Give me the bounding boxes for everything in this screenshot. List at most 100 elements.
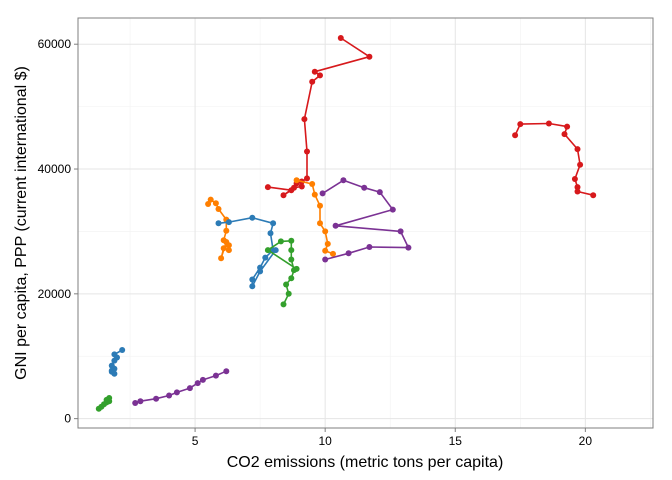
data-point	[577, 161, 584, 168]
series-1	[512, 120, 597, 199]
data-point	[322, 247, 329, 254]
data-point	[309, 78, 316, 85]
data-point	[249, 276, 256, 283]
data-point	[267, 230, 274, 237]
x-tick-label: 10	[318, 434, 332, 448]
data-point	[215, 206, 222, 212]
data-point	[337, 35, 344, 41]
data-point	[103, 396, 110, 403]
data-point	[288, 256, 295, 263]
x-tick-label: 15	[449, 434, 463, 448]
data-point	[119, 347, 126, 353]
major-gridlines	[78, 18, 653, 428]
x-tick-label: 5	[192, 434, 199, 448]
data-point	[272, 247, 279, 254]
y-axis-title: GNI per capita, PPP (current internation…	[13, 66, 30, 380]
data-point	[298, 183, 305, 190]
data-point	[166, 392, 173, 399]
data-point	[311, 191, 318, 198]
x-axis-ticks: 5 10 15 20	[192, 428, 593, 448]
series-8	[319, 177, 412, 263]
data-point	[288, 237, 295, 244]
data-point	[225, 219, 232, 226]
data-point	[317, 220, 323, 227]
data-point	[322, 256, 329, 263]
plot-background	[78, 18, 653, 428]
data-point	[215, 220, 222, 227]
data-point	[262, 254, 269, 261]
data-point	[366, 244, 373, 250]
data-point	[309, 181, 316, 187]
y-tick-label: 40000	[38, 162, 72, 176]
data-point	[376, 189, 383, 196]
data-point	[288, 275, 295, 282]
data-point	[199, 376, 206, 383]
series-3	[293, 177, 336, 257]
data-point	[405, 244, 412, 251]
y-tick-label: 0	[64, 412, 71, 426]
data-point	[574, 184, 581, 191]
data-point	[223, 227, 230, 234]
data-point	[264, 184, 271, 191]
y-tick-label: 60000	[38, 37, 72, 51]
data-point	[293, 265, 300, 272]
data-point	[564, 123, 571, 130]
data-point	[389, 206, 396, 213]
data-point	[317, 202, 323, 209]
y-axis-ticks: 0 20000 40000 60000	[38, 37, 78, 426]
series-0	[264, 35, 373, 199]
data-point	[561, 131, 568, 138]
data-point	[288, 187, 295, 194]
series-line	[134, 370, 227, 404]
data-point	[590, 192, 597, 199]
data-point	[340, 177, 347, 184]
data-point	[512, 132, 519, 139]
data-point	[212, 200, 219, 207]
data-point	[574, 146, 581, 153]
data-point	[285, 290, 292, 297]
minor-gridlines	[78, 18, 653, 428]
data-point	[225, 247, 232, 254]
data-point	[280, 192, 287, 199]
x-axis-title: CO2 emissions (metric tons per capita)	[227, 454, 504, 471]
x-tick-label: 20	[579, 434, 593, 448]
series-2	[205, 196, 232, 262]
data-point	[205, 201, 212, 207]
data-point	[270, 220, 277, 227]
data-point	[574, 188, 581, 195]
data-point	[223, 239, 230, 245]
data-point	[517, 121, 524, 128]
data-point	[545, 120, 552, 127]
series-9	[132, 368, 230, 406]
y-tick-label: 20000	[38, 287, 72, 301]
data-point	[330, 250, 336, 257]
data-point	[186, 385, 193, 392]
data-point	[571, 176, 578, 182]
data-point	[324, 240, 331, 247]
data-point	[194, 380, 201, 387]
data-point	[207, 196, 214, 203]
series-6	[264, 237, 300, 308]
data-point	[218, 255, 225, 262]
data-point	[293, 177, 300, 184]
data-point	[249, 214, 256, 221]
data-point	[288, 247, 295, 254]
series-4	[215, 214, 279, 290]
data-point	[264, 247, 271, 254]
data-point	[397, 228, 404, 235]
data-point	[366, 53, 373, 60]
data-point	[317, 72, 323, 79]
data-point	[223, 368, 230, 375]
plot-border	[77, 17, 654, 429]
data-point	[257, 268, 264, 275]
data-point	[153, 395, 160, 402]
data-point	[319, 190, 326, 197]
data-point	[304, 148, 310, 155]
data-point	[132, 400, 139, 406]
data-point	[173, 389, 180, 396]
data-point	[361, 184, 368, 191]
data-point	[280, 301, 287, 308]
data-point	[277, 238, 284, 245]
series-7	[95, 395, 113, 412]
